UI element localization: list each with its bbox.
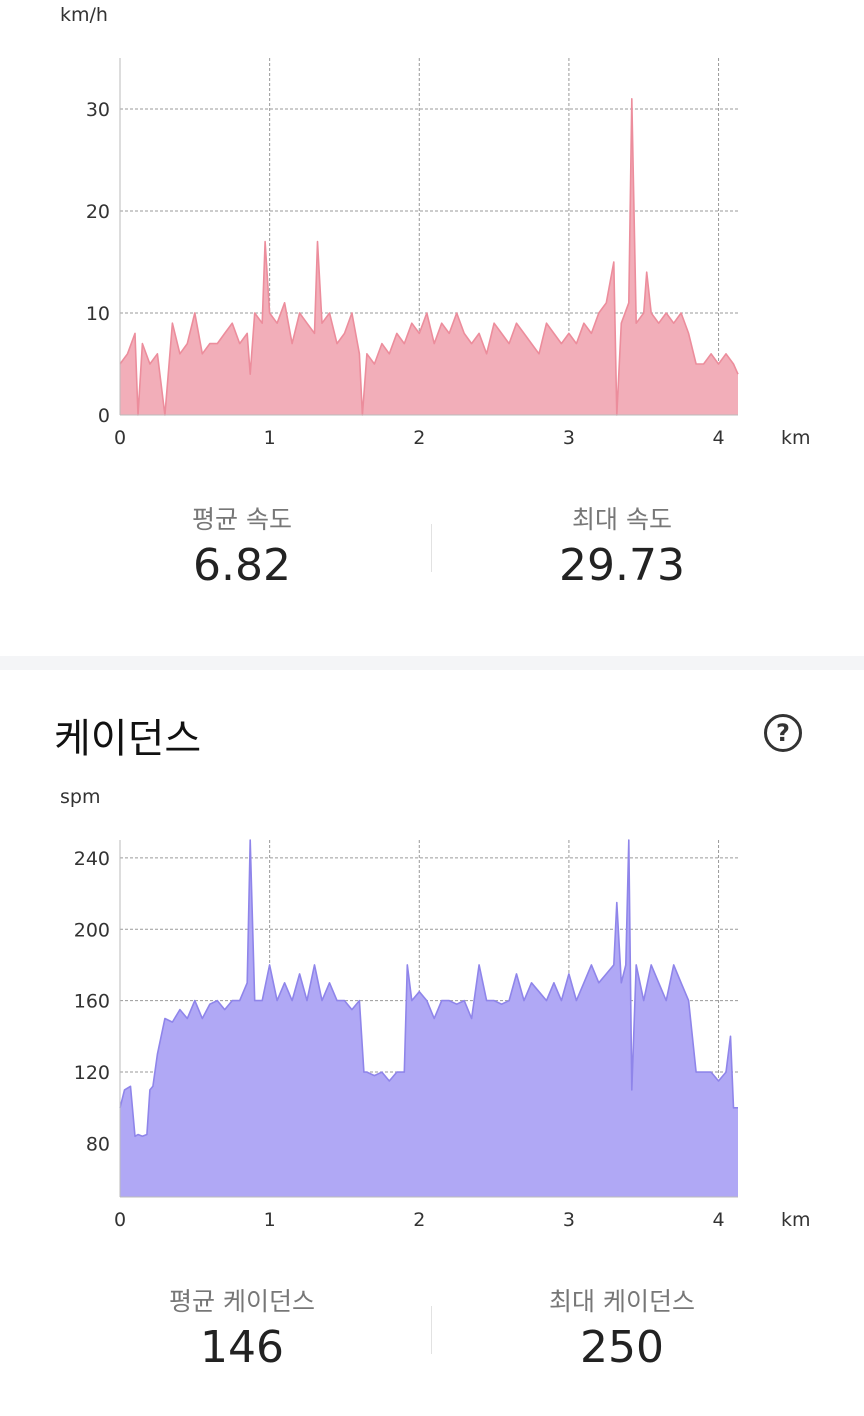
max-cadence-label: 최대 케이던스 (549, 1287, 695, 1316)
speed-x-tick-label: 1 (264, 427, 276, 449)
cadence-area (120, 840, 738, 1197)
speed-x-tick-label: 2 (413, 427, 425, 449)
avg-cadence-label: 평균 케이던스 (169, 1287, 315, 1316)
cadence-chart: spm 80 120 160 200 240 0 1 2 3 4 km (0, 782, 864, 1242)
cadence-series-line (119, 839, 738, 1138)
speed-area (120, 98, 738, 416)
cadence-y-tick-label: 200 (74, 919, 110, 941)
max-speed-label: 최대 속도 (572, 505, 672, 534)
speed-y-tick-label: 30 (86, 99, 110, 121)
cadence-section-title: 케이던스 (54, 716, 202, 762)
speed-unit-label: km/h (60, 4, 108, 26)
section-separator (0, 656, 864, 670)
stats-divider (431, 524, 432, 572)
cadence-y-tick-label: 160 (74, 991, 110, 1013)
stats-divider (431, 1306, 432, 1354)
speed-y-tick-label: 10 (86, 303, 110, 325)
speed-y-tick-label: 20 (86, 201, 110, 223)
max-speed-value: 29.73 (559, 540, 685, 591)
speed-series-line (119, 98, 739, 416)
max-cadence-stat: 최대 케이던스 250 (472, 1282, 772, 1373)
cadence-x-tick-label: 0 (114, 1209, 126, 1231)
cadence-stats: 평균 케이던스 146 최대 케이던스 250 (0, 1282, 864, 1392)
cadence-y-tick-label: 240 (74, 848, 110, 870)
avg-cadence-value: 146 (200, 1322, 284, 1373)
cadence-x-unit-label: km (781, 1209, 811, 1231)
cadence-unit-label: spm (60, 786, 101, 808)
cadence-chart-svg: 80 120 160 200 240 0 1 2 3 4 (74, 839, 738, 1231)
speed-x-tick-label: 0 (114, 427, 126, 449)
cadence-x-tick-label: 2 (413, 1209, 425, 1231)
cadence-x-tick-label: 1 (264, 1209, 276, 1231)
max-cadence-value: 250 (580, 1322, 664, 1373)
cadence-x-tick-label: 4 (713, 1209, 725, 1231)
speed-y-tick-label: 0 (98, 405, 110, 427)
max-speed-stat: 최대 속도 29.73 (472, 500, 772, 591)
question-circle-icon[interactable]: ? (764, 714, 802, 752)
avg-cadence-stat: 평균 케이던스 146 (92, 1282, 392, 1373)
avg-speed-stat: 평균 속도 6.82 (92, 500, 392, 591)
avg-speed-label: 평균 속도 (192, 505, 292, 534)
speed-x-unit-label: km (781, 427, 811, 449)
speed-stats: 평균 속도 6.82 최대 속도 29.73 (0, 500, 864, 610)
cadence-y-tick-label: 120 (74, 1062, 110, 1084)
avg-speed-value: 6.82 (193, 540, 291, 591)
speed-x-tick-label: 4 (713, 427, 725, 449)
cadence-y-tick-label: 80 (86, 1133, 110, 1155)
speed-chart-svg: 0 10 20 30 0 1 2 3 4 (86, 58, 739, 449)
cadence-x-tick-label: 3 (563, 1209, 575, 1231)
speed-chart: km/h 0 10 20 30 0 1 2 3 4 km (0, 0, 864, 460)
speed-x-tick-label: 3 (563, 427, 575, 449)
